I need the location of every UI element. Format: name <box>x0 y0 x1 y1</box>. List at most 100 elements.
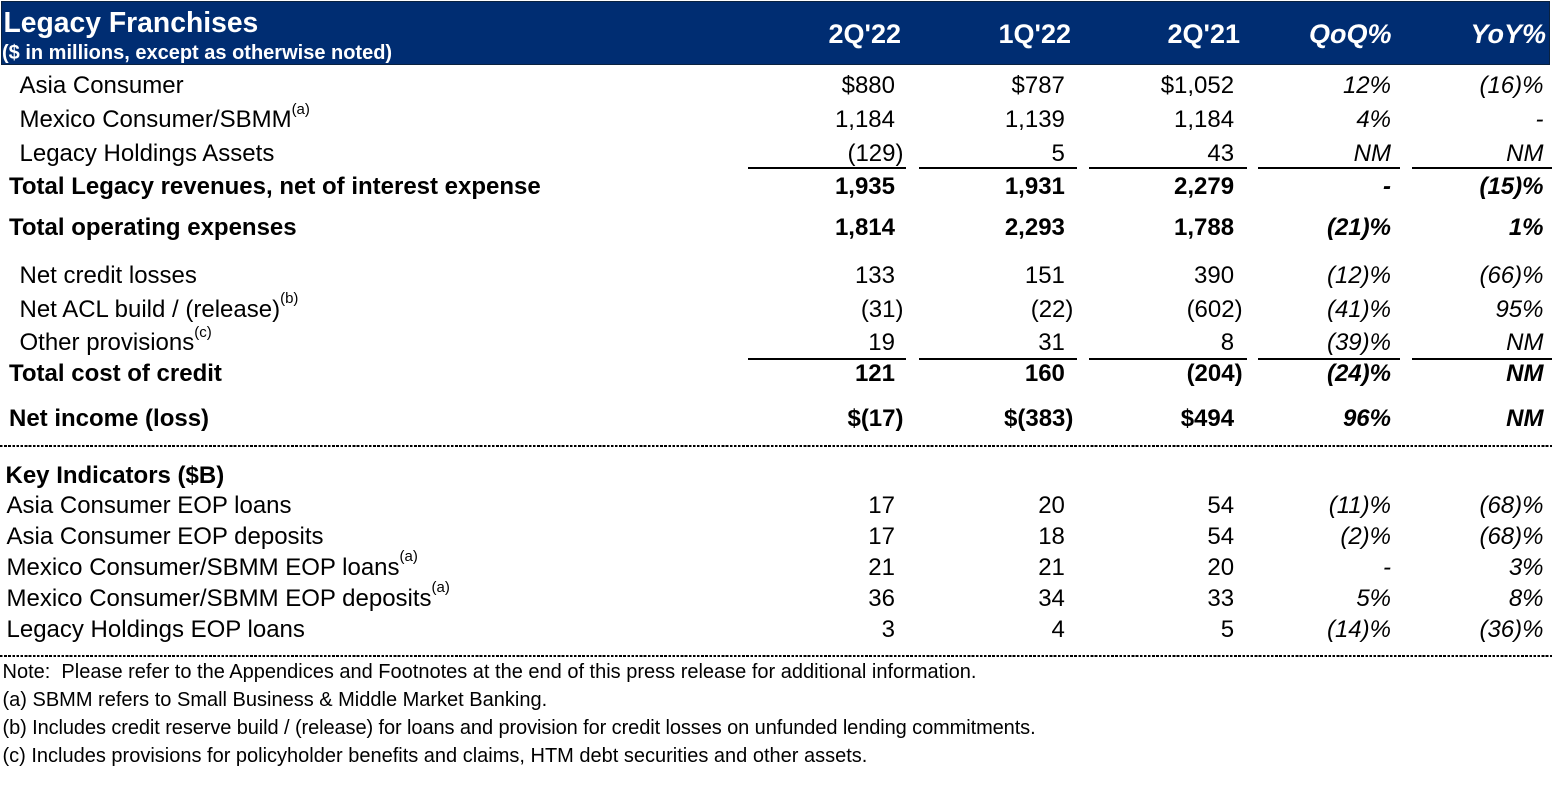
table-row: Asia Consumer $880 $787 $1,052 12% (16)% <box>0 71 1552 99</box>
table-row: Legacy Holdings Assets (129) 5 43 NM NM <box>0 142 1552 166</box>
cell-2q22: 17 <box>868 492 895 519</box>
table-row: Mexico Consumer/SBMM EOP loans(a) 21 21 … <box>0 549 1552 581</box>
cell-2q21: $1,052 <box>1160 71 1235 99</box>
cell-yoy: (15)% <box>1479 172 1544 200</box>
column-header-2q21: 2Q'21 <box>1167 18 1240 49</box>
cell-2q21: 8 <box>1220 329 1235 357</box>
cell-yoy: - <box>1535 106 1544 133</box>
row-label: Total cost of credit <box>9 359 222 387</box>
table-title: Legacy Franchises <box>3 6 259 38</box>
row-label: Net income (loss) <box>9 404 210 432</box>
cell-2q21: 43 <box>1207 140 1235 168</box>
cell-2q21: 1,788 <box>1174 214 1235 241</box>
cell-yoy: (66)% <box>1479 261 1544 289</box>
footnote-marker: (a) <box>399 548 418 566</box>
cell-1q22: 151 <box>1024 261 1065 289</box>
cell-2q22: 133 <box>854 261 895 289</box>
cell-yoy: 3% <box>1508 553 1544 581</box>
row-label: Legacy Holdings Assets <box>19 140 275 168</box>
cell-yoy: NM <box>1506 404 1544 432</box>
row-label: Other provisions(c) <box>19 323 212 357</box>
cell-2q21: 20 <box>1207 553 1235 581</box>
footnote-marker: (a) <box>291 100 310 118</box>
cell-yoy: NM <box>1506 140 1544 168</box>
cell-qoq: (2)% <box>1340 522 1391 550</box>
cell-1q22: 5 <box>1051 140 1065 168</box>
cell-2q21: 2,279 <box>1174 172 1235 200</box>
column-header-yoy: YoY% <box>1470 18 1546 49</box>
row-label: Asia Consumer EOP loans <box>6 492 292 519</box>
cell-2q21: 54 <box>1207 492 1235 519</box>
cell-2q22: 21 <box>868 553 895 581</box>
cell-2q22: 1,814 <box>834 214 895 241</box>
cell-qoq: (12)% <box>1326 261 1391 289</box>
table-row: Asia Consumer EOP deposits 17 18 54 (2)%… <box>0 522 1552 550</box>
cell-qoq: - <box>1383 553 1391 581</box>
cell-yoy: NM <box>1506 359 1544 387</box>
cell-qoq: NM <box>1353 140 1391 168</box>
table-row-total: Total operating expenses 1,814 2,293 1,7… <box>0 216 1552 240</box>
row-label: Asia Consumer <box>19 71 184 99</box>
row-label: Total Legacy revenues, net of interest e… <box>9 172 541 200</box>
row-label: Legacy Holdings EOP loans <box>6 615 305 643</box>
cell-yoy: 1% <box>1508 214 1544 241</box>
cell-2q22: 3 <box>881 615 895 643</box>
cell-2q22: (31) <box>860 295 904 323</box>
cell-2q21: (602) <box>1186 295 1243 323</box>
cell-2q22: (129) <box>847 140 904 168</box>
cell-2q21: $494 <box>1180 404 1235 432</box>
cell-2q21: 390 <box>1194 261 1235 289</box>
footnote-marker: (a) <box>431 579 450 597</box>
table-row: Other provisions(c) 19 31 8 (39)% NM <box>0 323 1552 357</box>
cell-2q21: 5 <box>1220 615 1235 643</box>
cell-2q22: $880 <box>841 71 895 99</box>
cell-yoy: 95% <box>1495 295 1544 323</box>
cell-qoq: - <box>1383 172 1391 200</box>
cell-yoy: (16)% <box>1479 71 1544 99</box>
cell-1q22: $787 <box>1011 71 1065 99</box>
cell-qoq: (24)% <box>1326 359 1391 387</box>
cell-2q21: 54 <box>1207 522 1235 550</box>
cell-yoy: NM <box>1506 329 1544 357</box>
cell-qoq: (14)% <box>1326 615 1391 643</box>
table-row: Mexico Consumer/SBMM EOP deposits(a) 36 … <box>0 579 1552 612</box>
footnote-note: Note: Please refer to the Appendices and… <box>2 661 977 683</box>
cell-2q21: (204) <box>1186 359 1243 387</box>
cell-1q22: (22) <box>1030 295 1074 323</box>
cell-2q21: 33 <box>1207 584 1235 612</box>
footnote-marker: (c) <box>194 323 212 341</box>
cell-qoq: 4% <box>1356 106 1391 133</box>
footnote-a: (a) SBMM refers to Small Business & Midd… <box>2 689 548 711</box>
footnote-marker: (b) <box>280 290 299 308</box>
cell-1q22: 160 <box>1024 359 1065 387</box>
table-subtitle: ($ in millions, except as otherwise note… <box>2 41 393 64</box>
section-title: Key Indicators ($B) <box>5 462 225 489</box>
table-header-bar: Legacy Franchises ($ in millions, except… <box>1 1 1550 65</box>
table-row: Legacy Holdings EOP loans 3 4 5 (14)% (3… <box>0 615 1552 643</box>
dotted-divider <box>0 444 1552 447</box>
row-label: Total operating expenses <box>9 214 297 241</box>
footnote-c: (c) Includes provisions for policyholder… <box>2 744 868 767</box>
table-row-total: Net income (loss) $(17) $(383) $494 96% … <box>0 404 1552 432</box>
cell-2q22: 17 <box>868 522 895 550</box>
row-label: Net credit losses <box>19 261 197 289</box>
cell-2q22: 1,935 <box>834 172 895 200</box>
cell-yoy: (36)% <box>1479 615 1544 643</box>
row-label: Asia Consumer EOP deposits <box>6 522 324 550</box>
cell-1q22: 18 <box>1038 522 1065 550</box>
table-row-total: Total Legacy revenues, net of interest e… <box>0 172 1552 200</box>
row-label: Mexico Consumer/SBMM(a) <box>19 100 310 133</box>
dotted-divider <box>0 655 1552 658</box>
cell-2q22: $(17) <box>847 404 904 432</box>
column-header-1q22: 1Q'22 <box>998 18 1071 49</box>
cell-1q22: 34 <box>1038 584 1065 612</box>
cell-1q22: 4 <box>1051 615 1065 643</box>
cell-qoq: (39)% <box>1326 329 1391 357</box>
cell-1q22: 1,139 <box>1004 106 1065 133</box>
table-row: Net ACL build / (release)(b) (31) (22) (… <box>0 291 1552 323</box>
table-row: Net credit losses 133 151 390 (12)% (66)… <box>0 261 1552 289</box>
table-row-total: Total cost of credit 121 160 (204) (24)%… <box>0 359 1552 387</box>
cell-qoq: (21)% <box>1326 214 1391 241</box>
row-label: Mexico Consumer/SBMM EOP deposits(a) <box>6 579 450 612</box>
